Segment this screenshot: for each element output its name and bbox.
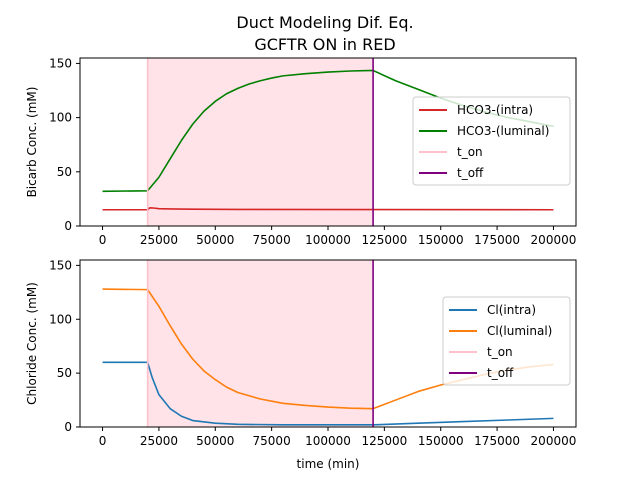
- chloride-panel: 0 25000 50000 75000 100000 125000 150000 175000…: [25, 258, 577, 448]
- bicarb-legend-label: t_on: [457, 145, 483, 159]
- bicarb-y-tick-label: 150: [49, 56, 72, 70]
- chloride-x-tick-label: 75000: [253, 434, 291, 448]
- bicarb-hco3-intra-series: [102, 206, 554, 211]
- chloride-legend: Cl(intra) Cl(luminal) t_on t_off: [442, 296, 571, 386]
- chloride-x-tick-label: 25000: [140, 434, 178, 448]
- chloride-x-tick-label: 100000: [305, 434, 351, 448]
- bicarb-legend: HCO3-(intra) HCO3-(luminal) t_on t_off: [412, 96, 571, 186]
- bicarb-y-tick-label: 50: [57, 165, 72, 179]
- x-axis-label: time (min): [297, 457, 360, 471]
- chart-title: Duct Modeling Dif. Eq.: [236, 13, 413, 32]
- chloride-y-tick-label: 50: [57, 366, 72, 380]
- chloride-legend-box: [442, 296, 571, 386]
- chloride-y-axis-label: Chloride Conc. (mM): [25, 282, 39, 405]
- bicarb-x-tick-label: 0: [99, 233, 107, 247]
- bicarb-x-tick-label: 100000: [305, 233, 351, 247]
- chloride-x-tick-label: 50000: [196, 434, 234, 448]
- bicarb-x-tick-label: 125000: [361, 233, 407, 247]
- chloride-x-tick-label: 0: [99, 434, 107, 448]
- bicarb-panel: 0 25000 50000 75000 100000 125000 150000 175000…: [25, 56, 577, 247]
- chloride-y-tick-label: 0: [64, 420, 72, 434]
- chart-subtitle: GCFTR ON in RED: [254, 35, 395, 54]
- chloride-legend-label: t_on: [487, 345, 513, 359]
- bicarb-x-tick-label: 50000: [196, 233, 234, 247]
- bicarb-legend-label: t_off: [457, 166, 484, 180]
- chloride-cl-intra-series: [102, 361, 554, 426]
- chloride-y-tick-label: 150: [49, 258, 72, 272]
- bicarb-x-tick-label: 150000: [418, 233, 464, 247]
- bicarb-x-tick-label: 200000: [531, 233, 577, 247]
- bicarb-legend-box: [412, 96, 571, 186]
- chloride-x-tick-label: 175000: [474, 434, 520, 448]
- chloride-legend-label: Cl(luminal): [487, 324, 552, 338]
- chloride-y-tick-label: 100: [49, 312, 72, 326]
- bicarb-legend-label: HCO3-(luminal): [457, 124, 549, 138]
- bicarb-y-tick-label: 0: [64, 219, 72, 233]
- bicarb-legend-label: HCO3-(intra): [457, 103, 533, 117]
- bicarb-x-tick-label: 75000: [253, 233, 291, 247]
- chloride-x-tick-label: 150000: [418, 434, 464, 448]
- chloride-legend-label: Cl(intra): [487, 303, 536, 317]
- chloride-x-tick-label: 200000: [531, 434, 577, 448]
- bicarb-on-region: [147, 58, 374, 226]
- bicarb-y-axis-label: Bicarb Conc. (mM): [25, 87, 39, 198]
- bicarb-x-tick-label: 25000: [140, 233, 178, 247]
- bicarb-x-tick-label: 175000: [474, 233, 520, 247]
- chloride-legend-label: t_off: [487, 366, 514, 380]
- chloride-x-tick-label: 125000: [361, 434, 407, 448]
- bicarb-y-tick-label: 100: [49, 111, 72, 125]
